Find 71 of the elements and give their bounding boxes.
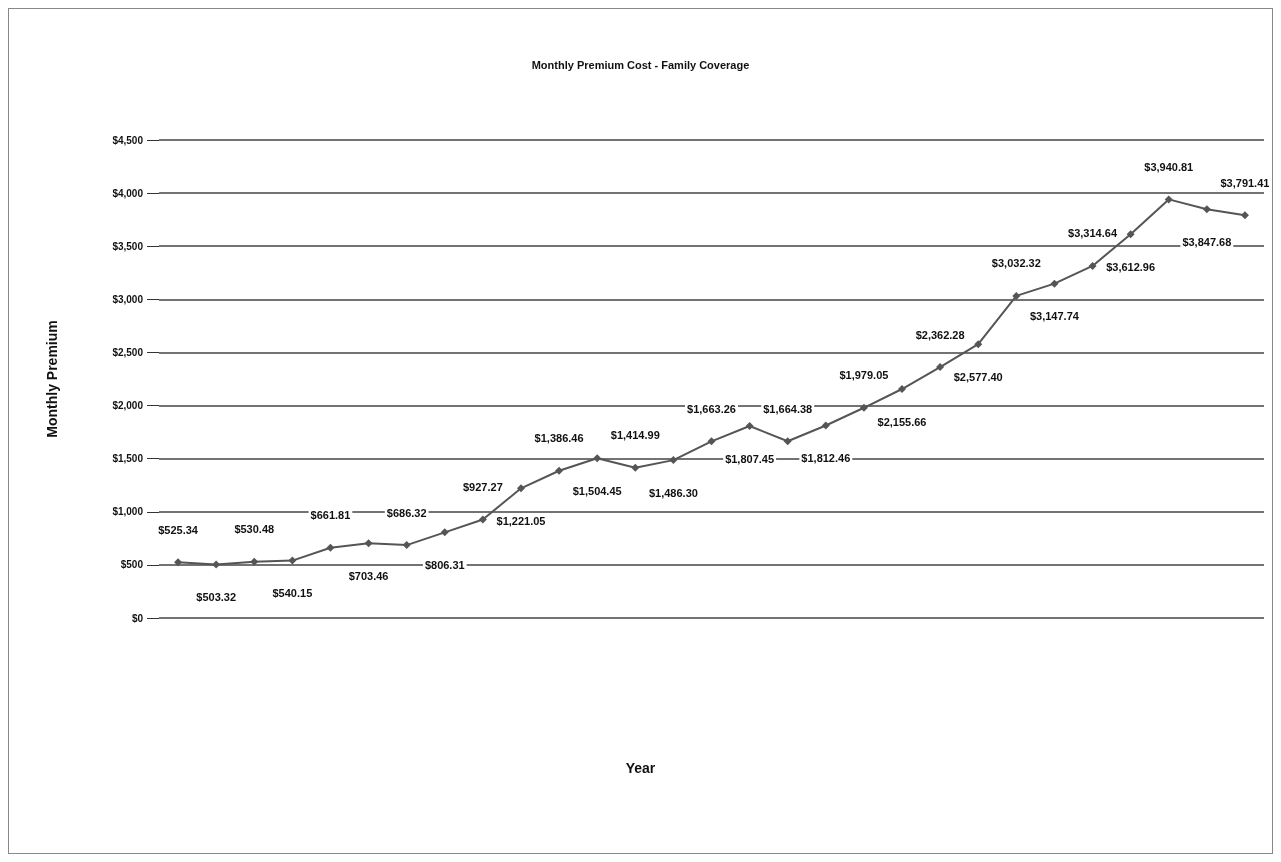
data-label: $3,940.81 <box>1144 160 1194 173</box>
point <box>783 437 792 446</box>
point <box>250 557 259 566</box>
data-label: $1,504.45 <box>572 484 622 497</box>
data-label: $1,486.30 <box>648 486 698 499</box>
y-tick-label: $0 <box>131 612 144 624</box>
y-tick-label: $1,500 <box>112 453 144 465</box>
data-label: $686.32 <box>386 506 427 519</box>
point <box>402 541 411 550</box>
data-label: $1,386.46 <box>534 432 584 445</box>
data-label: $3,847.68 <box>1182 235 1232 248</box>
y-tick-label: $4,000 <box>112 187 144 199</box>
point <box>326 543 335 552</box>
point <box>859 403 868 412</box>
point <box>440 528 449 537</box>
y-tick-label: $3,000 <box>112 293 144 305</box>
data-label: $1,979.05 <box>839 369 889 382</box>
point <box>1240 211 1249 220</box>
data-label: $661.81 <box>310 509 351 522</box>
point <box>288 556 297 565</box>
point <box>478 515 487 524</box>
point <box>555 466 564 475</box>
y-tick-label: $1,000 <box>112 506 144 518</box>
data-label: $3,147.74 <box>1029 310 1080 323</box>
point <box>212 560 221 569</box>
point <box>1164 195 1173 204</box>
data-label: $2,577.40 <box>953 370 1003 383</box>
data-label: $3,791.41 <box>1220 176 1270 189</box>
data-label: $1,812.46 <box>801 451 851 464</box>
point <box>631 463 640 472</box>
data-label: $2,362.28 <box>915 328 965 341</box>
data-label: $3,032.32 <box>991 257 1041 270</box>
y-axis-title: Monthly Premium <box>44 320 60 438</box>
chart-title: Monthly Premium Cost - Family Coverage <box>531 58 750 71</box>
data-label: $927.27 <box>463 481 503 493</box>
point <box>1050 279 1059 288</box>
y-tick-label: $4,500 <box>112 134 144 146</box>
point <box>1126 230 1135 239</box>
point <box>898 385 907 394</box>
point <box>174 558 183 567</box>
point <box>669 456 678 465</box>
point <box>974 340 983 349</box>
y-tick-label: $2,500 <box>112 346 144 358</box>
y-tick-label: $2,000 <box>112 400 144 412</box>
point <box>821 421 830 430</box>
data-label: $1,807.45 <box>725 452 775 465</box>
point <box>707 437 716 446</box>
data-label: $3,612.96 <box>1106 260 1156 273</box>
data-label: $703.46 <box>348 569 389 582</box>
point <box>516 484 525 493</box>
data-label: $2,155.66 <box>877 415 927 428</box>
data-label: $525.34 <box>158 523 199 536</box>
point <box>1202 205 1211 214</box>
text: Year <box>625 760 656 776</box>
y-tick-label: $3,500 <box>112 240 144 252</box>
point <box>745 422 754 431</box>
data-label: $1,221.05 <box>496 514 546 527</box>
data-label: $503.32 <box>196 591 237 604</box>
point <box>1088 261 1097 270</box>
y-tick-label: $500 <box>120 559 144 571</box>
data-label: $540.15 <box>272 587 313 600</box>
point <box>364 539 373 548</box>
data-label: $806.31 <box>424 558 465 571</box>
point <box>936 363 945 372</box>
data-label: $1,664.38 <box>763 402 813 415</box>
point <box>593 454 602 463</box>
data-label: $1,414.99 <box>610 429 660 442</box>
data-label: $530.48 <box>234 523 275 536</box>
data-label: $3,314.64 <box>1068 227 1118 240</box>
data-label: $1,663.26 <box>687 402 736 415</box>
point <box>1012 291 1021 300</box>
